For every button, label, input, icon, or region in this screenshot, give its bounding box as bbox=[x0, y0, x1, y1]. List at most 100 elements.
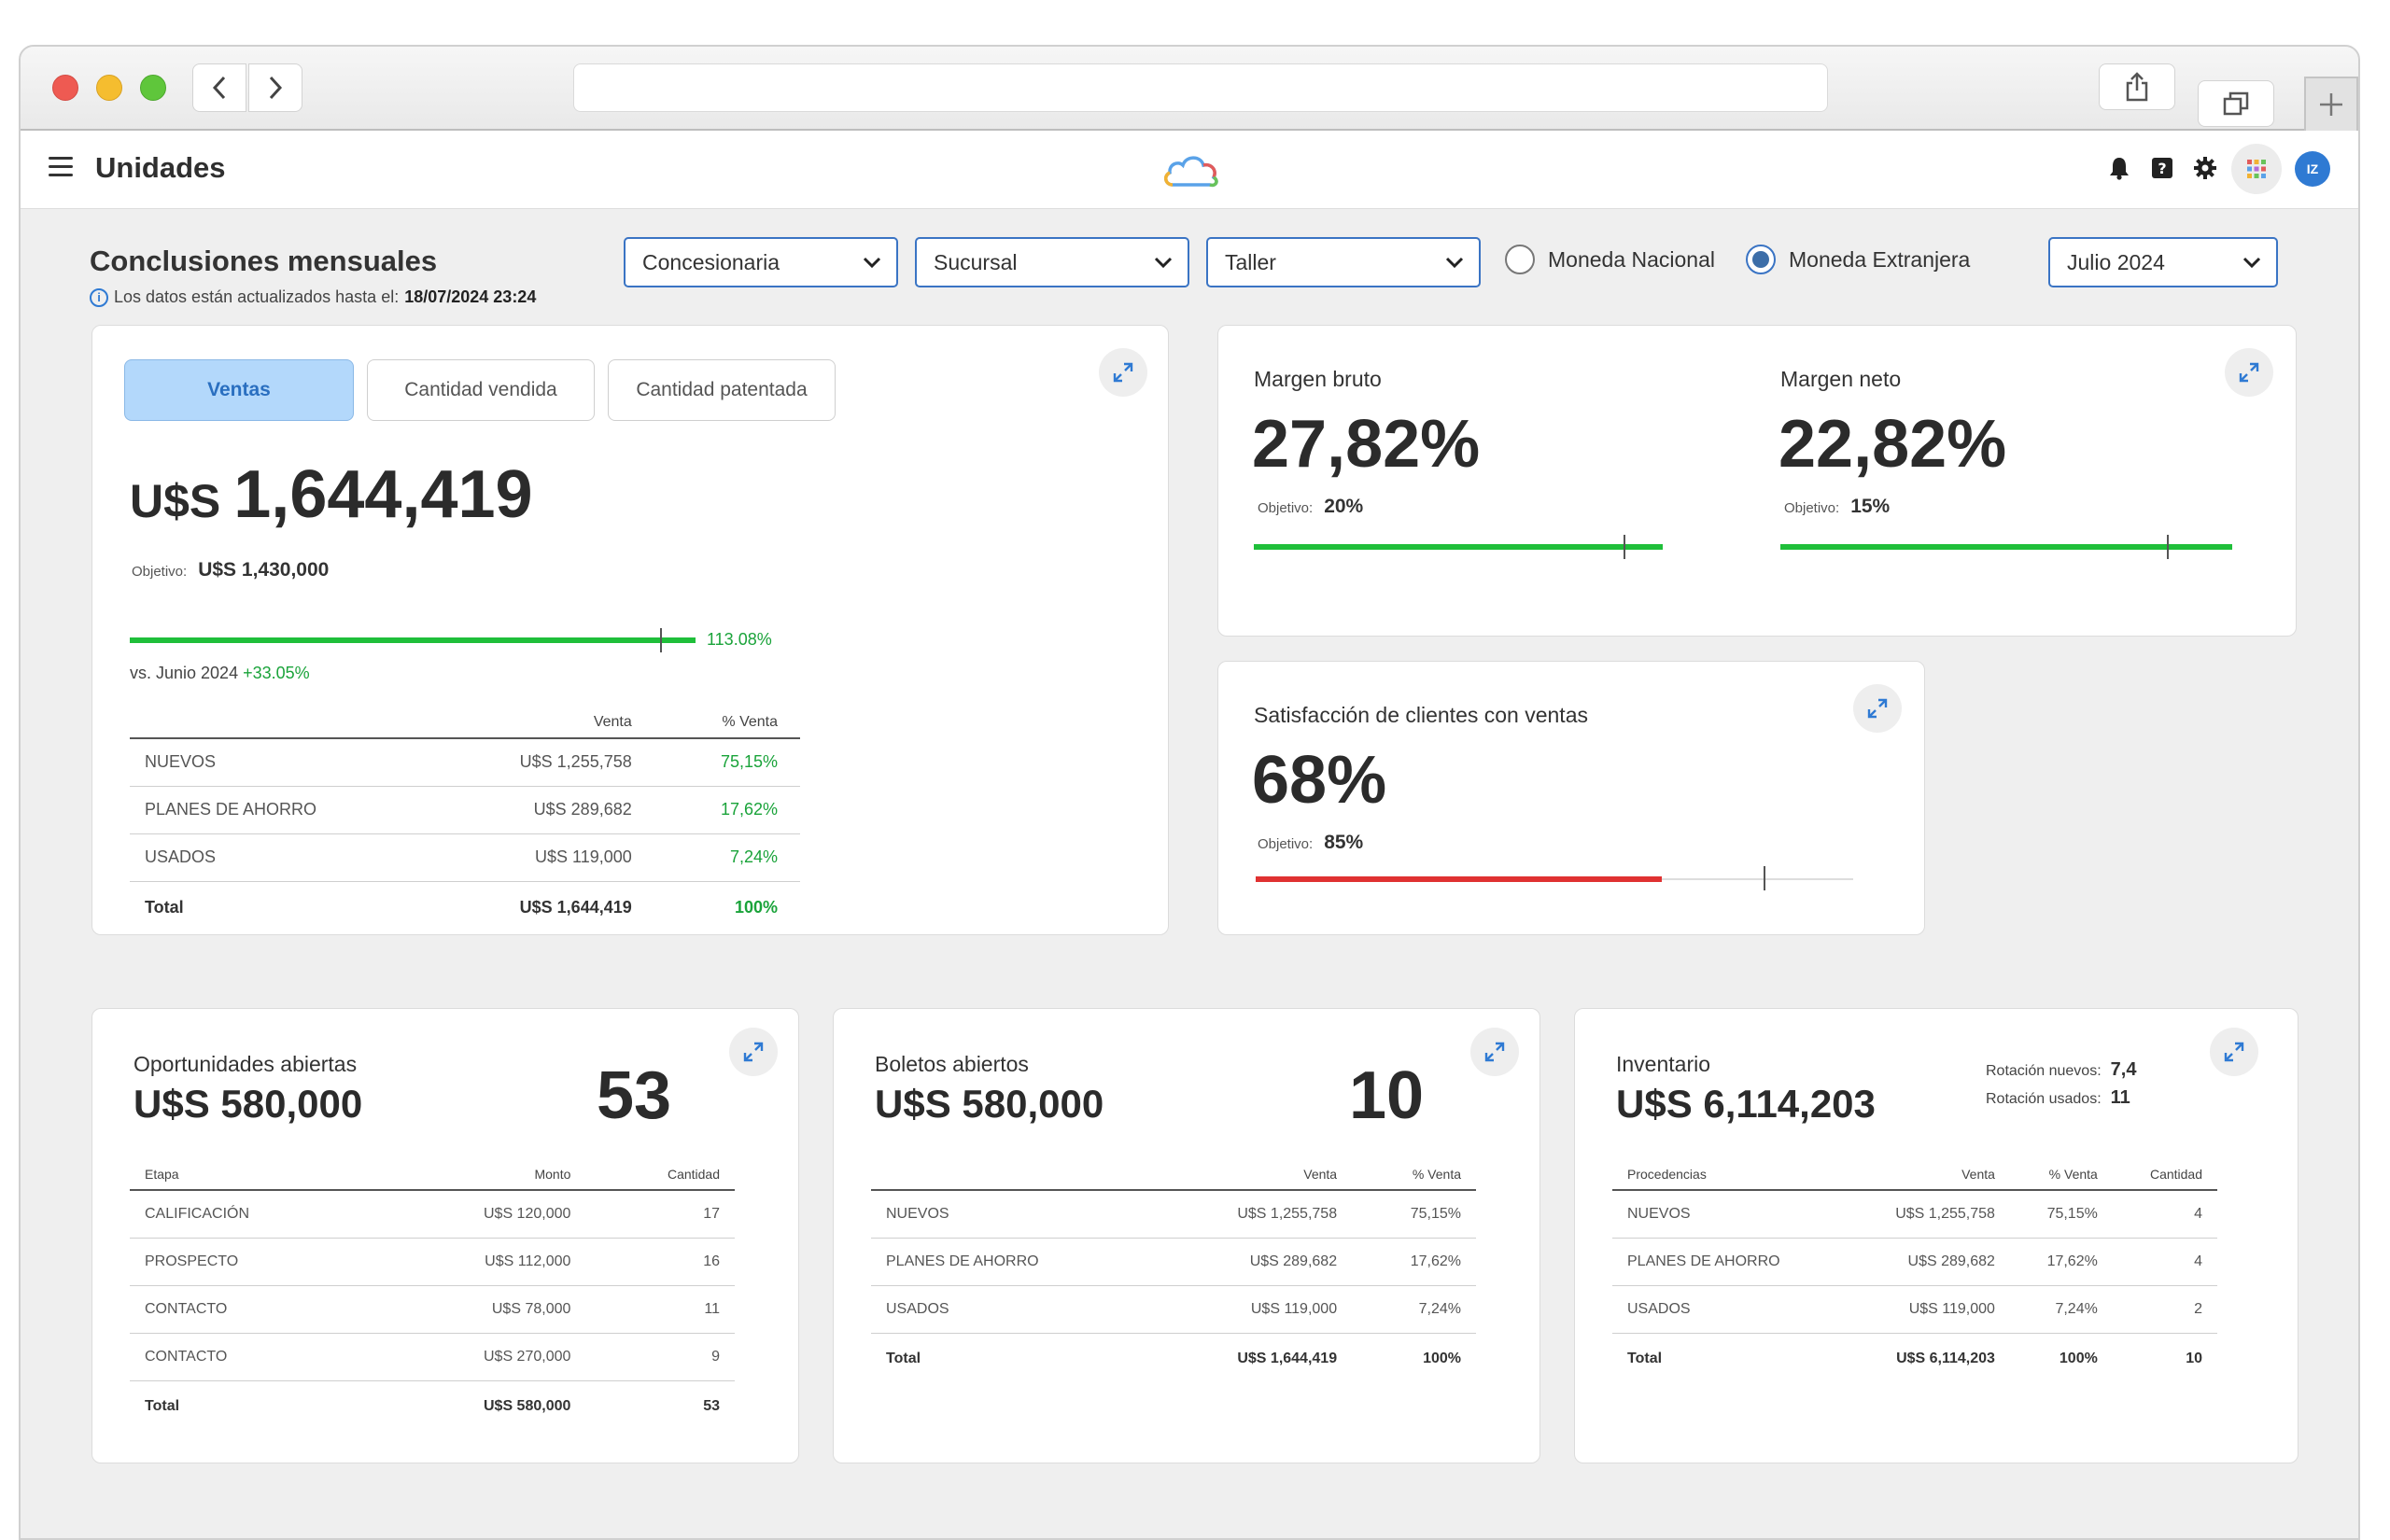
tabs-icon bbox=[2223, 91, 2249, 116]
table-cell: NUEVOS bbox=[130, 738, 429, 787]
expand-button[interactable] bbox=[2225, 348, 2273, 397]
tab-cantidad-patentada[interactable]: Cantidad patentada bbox=[608, 359, 836, 421]
satisfaccion-progress-bar bbox=[1256, 866, 1853, 890]
rotacion-nuevos-label: Rotación nuevos: bbox=[1986, 1063, 2102, 1079]
table-cell: USADOS bbox=[1612, 1285, 1846, 1334]
table-header-row: Procedencias Venta % Venta Cantidad bbox=[1612, 1158, 2217, 1191]
table-row: CALIFICACIÓN U$S 120,000 17 bbox=[130, 1190, 735, 1239]
oportunidades-amount: U$S 580,000 bbox=[134, 1082, 363, 1126]
user-avatar[interactable]: IZ bbox=[2295, 151, 2330, 187]
sucursal-select[interactable]: Sucursal bbox=[915, 237, 1189, 287]
margen-bruto-objective: Objetivo: 20% bbox=[1258, 496, 1363, 518]
table-cell: 4 bbox=[2112, 1190, 2217, 1239]
address-bar[interactable] bbox=[573, 63, 1828, 112]
page-title: Conclusiones mensuales bbox=[90, 245, 438, 277]
table-cell: 2 bbox=[2112, 1285, 2217, 1334]
expand-button[interactable] bbox=[2210, 1028, 2258, 1076]
table-row: PLANES DE AHORRO U$S 289,682 17,62% bbox=[130, 786, 800, 834]
concesionaria-select[interactable]: Concesionaria bbox=[624, 237, 898, 287]
table-header: Venta bbox=[1152, 1158, 1353, 1191]
sucursal-select-label: Sucursal bbox=[934, 249, 1018, 274]
period-select[interactable]: Julio 2024 bbox=[2048, 237, 2278, 287]
radio-circle[interactable] bbox=[1505, 245, 1535, 274]
table-cell: 16 bbox=[585, 1238, 735, 1286]
expand-button[interactable] bbox=[1853, 684, 1902, 733]
table-header: Etapa bbox=[130, 1158, 374, 1191]
oportunidades-table: Etapa Monto Cantidad CALIFICACIÓN U$S 12… bbox=[130, 1158, 735, 1433]
svg-text:?: ? bbox=[2158, 160, 2166, 177]
apps-grid-icon[interactable] bbox=[2231, 144, 2282, 194]
margen-card: Margen bruto 27,82% Objetivo: 20% Margen… bbox=[1217, 325, 2297, 637]
app-title: Unidades bbox=[95, 151, 226, 184]
objective-marker bbox=[1624, 535, 1625, 559]
forward-button[interactable] bbox=[248, 63, 302, 112]
expand-button[interactable] bbox=[729, 1028, 778, 1076]
tab-overview-button[interactable] bbox=[2198, 80, 2274, 127]
expand-button[interactable] bbox=[1470, 1028, 1519, 1076]
table-cell: NUEVOS bbox=[1612, 1190, 1846, 1239]
ventas-progress-fill bbox=[130, 637, 696, 643]
expand-button[interactable] bbox=[1099, 348, 1147, 397]
oportunidades-title: Oportunidades abiertas bbox=[134, 1052, 358, 1076]
table-cell: PLANES DE AHORRO bbox=[130, 786, 429, 834]
data-updated-note: i Los datos están actualizados hasta el:… bbox=[90, 287, 536, 307]
boletos-title: Boletos abiertos bbox=[875, 1052, 1029, 1076]
maximize-window-button[interactable] bbox=[140, 75, 166, 101]
close-window-button[interactable] bbox=[52, 75, 78, 101]
table-cell: Total bbox=[145, 897, 184, 917]
ventas-vs-previous: vs. Junio 2024 +33.05% bbox=[130, 664, 310, 683]
ventas-tabs: Ventas Cantidad vendida Cantidad patenta… bbox=[124, 359, 836, 421]
table-cell: U$S 289,682 bbox=[429, 786, 654, 834]
minimize-window-button[interactable] bbox=[96, 75, 122, 101]
back-button[interactable] bbox=[192, 63, 246, 112]
taller-select[interactable]: Taller bbox=[1206, 237, 1481, 287]
table-row: NUEVOS U$S 1,255,758 75,15% bbox=[130, 738, 800, 787]
ventas-total: U$S 1,644,419 bbox=[130, 456, 533, 533]
progress-fill bbox=[1256, 876, 1663, 882]
rotacion-usados-label: Rotación usados: bbox=[1986, 1091, 2102, 1107]
updated-prefix: Los datos están actualizados hasta el: bbox=[114, 287, 400, 306]
period-select-label: Julio 2024 bbox=[2067, 249, 2165, 274]
currency-symbol: U$S bbox=[130, 475, 221, 527]
radio-moneda-nacional[interactable]: Moneda Nacional bbox=[1505, 245, 1715, 274]
table-row: USADOS U$S 119,000 7,24% 2 bbox=[1612, 1285, 2217, 1334]
vs-label: vs. Junio 2024 bbox=[130, 664, 239, 682]
table-cell: U$S 1,644,419 bbox=[519, 897, 632, 917]
table-total-row: Total U$S 1,644,419 100% bbox=[871, 1333, 1476, 1385]
new-tab-button[interactable] bbox=[2304, 77, 2358, 131]
menu-icon[interactable] bbox=[49, 157, 73, 177]
table-cell: U$S 1,255,758 bbox=[429, 738, 654, 787]
table-cell: 100% bbox=[1423, 1351, 1461, 1367]
oportunidades-card: Oportunidades abiertas U$S 580,000 53 Et… bbox=[91, 1008, 799, 1463]
table-cell: 75,15% bbox=[2009, 1190, 2113, 1239]
table-header-row: Venta % Venta bbox=[871, 1158, 1476, 1191]
objective-label: Objetivo: bbox=[132, 564, 188, 580]
table-cell: 7,24% bbox=[2009, 1285, 2113, 1334]
table-header: % Venta bbox=[2009, 1158, 2113, 1191]
table-cell: 17,62% bbox=[654, 786, 800, 834]
radio-circle-selected[interactable] bbox=[1746, 245, 1776, 274]
expand-icon bbox=[1867, 698, 1888, 719]
inventario-card: Inventario U$S 6,114,203 Rotación nuevos… bbox=[1574, 1008, 2299, 1463]
help-icon[interactable]: ? bbox=[2147, 153, 2177, 183]
tab-ventas[interactable]: Ventas bbox=[124, 359, 354, 421]
gear-icon[interactable] bbox=[2190, 153, 2220, 183]
table-total-row: Total U$S 1,644,419 100% bbox=[130, 881, 800, 933]
table-cell: 4 bbox=[2112, 1238, 2217, 1286]
table-header-row: Venta % Venta bbox=[130, 707, 800, 739]
tab-cantidad-vendida[interactable]: Cantidad vendida bbox=[367, 359, 595, 421]
table-row: CONTACTO U$S 270,000 9 bbox=[130, 1333, 735, 1381]
taller-select-label: Taller bbox=[1225, 249, 1276, 274]
boletos-count: 10 bbox=[1349, 1058, 1425, 1133]
share-icon bbox=[2126, 72, 2148, 102]
share-button[interactable] bbox=[2099, 63, 2175, 110]
ventas-progress-bar bbox=[130, 628, 696, 652]
radio-label: Moneda Extranjera bbox=[1789, 246, 1971, 272]
table-cell: 11 bbox=[585, 1285, 735, 1334]
info-icon: i bbox=[90, 287, 108, 307]
bell-icon[interactable] bbox=[2104, 153, 2134, 183]
vs-value: +33.05% bbox=[243, 664, 310, 682]
table-cell: CALIFICACIÓN bbox=[130, 1190, 374, 1239]
radio-moneda-extranjera[interactable]: Moneda Extranjera bbox=[1746, 245, 1970, 274]
objective-label: Objetivo: bbox=[1258, 500, 1314, 516]
